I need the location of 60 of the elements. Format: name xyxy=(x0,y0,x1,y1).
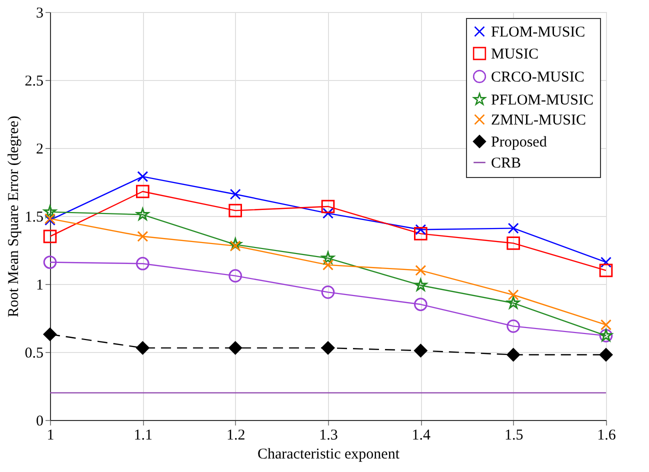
point xyxy=(322,259,334,270)
point xyxy=(599,348,613,362)
x-tick-label: 1 xyxy=(46,428,54,444)
point xyxy=(136,208,150,220)
legend-label: FLOM-MUSIC xyxy=(491,24,586,40)
y-axis-title: Root Mean Square Error (degree) xyxy=(6,116,22,318)
point xyxy=(414,227,428,240)
point xyxy=(44,205,56,218)
legend-label: CRCO-MUSIC xyxy=(491,70,584,86)
y-tick-label: 3 xyxy=(36,6,44,22)
point xyxy=(415,264,426,276)
y-tick-label: 0.5 xyxy=(24,346,44,362)
x-tick-label: 1.5 xyxy=(504,428,524,444)
point xyxy=(414,298,428,312)
x-tick-label: 1.6 xyxy=(597,428,616,444)
y-tick-label: 2.5 xyxy=(24,74,44,90)
x-tick-label: 1.2 xyxy=(226,428,246,444)
point xyxy=(415,224,426,236)
point xyxy=(506,296,520,309)
legend-label: CRB xyxy=(491,156,522,172)
point xyxy=(137,171,148,182)
point xyxy=(321,200,335,214)
point xyxy=(136,256,150,270)
point xyxy=(600,256,612,268)
point xyxy=(506,348,520,362)
y-tick-label: 2 xyxy=(36,142,44,158)
point xyxy=(506,236,520,250)
point xyxy=(230,188,241,200)
y-tick-label: 1 xyxy=(36,278,44,294)
point xyxy=(43,328,57,341)
point xyxy=(136,341,150,355)
legend-label: MUSIC xyxy=(491,46,539,62)
point xyxy=(228,204,242,218)
point xyxy=(228,269,242,282)
y-tick-label: 0 xyxy=(36,414,44,430)
point xyxy=(414,344,428,358)
point xyxy=(600,319,612,330)
point xyxy=(228,238,242,250)
point xyxy=(321,286,335,299)
y-tick-label: 1.5 xyxy=(24,210,44,226)
point xyxy=(599,264,613,278)
legend-label: ZMNL-MUSIC xyxy=(491,112,586,128)
point xyxy=(322,251,334,264)
x-axis-title: Characteristic exponent xyxy=(257,446,400,462)
point xyxy=(508,289,519,300)
point xyxy=(137,230,148,242)
legend-label: PFLOM-MUSIC xyxy=(491,92,594,108)
point xyxy=(228,341,242,355)
point xyxy=(414,278,428,291)
x-tick-label: 1.1 xyxy=(134,428,153,444)
point xyxy=(506,320,520,333)
point xyxy=(136,184,150,198)
point xyxy=(508,222,519,234)
point xyxy=(43,256,57,269)
x-tick-label: 1.4 xyxy=(412,428,432,444)
x-tick-label: 1.3 xyxy=(319,428,338,444)
point xyxy=(322,208,334,219)
legend-label: Proposed xyxy=(491,134,548,150)
point xyxy=(43,230,57,244)
point xyxy=(321,341,335,355)
